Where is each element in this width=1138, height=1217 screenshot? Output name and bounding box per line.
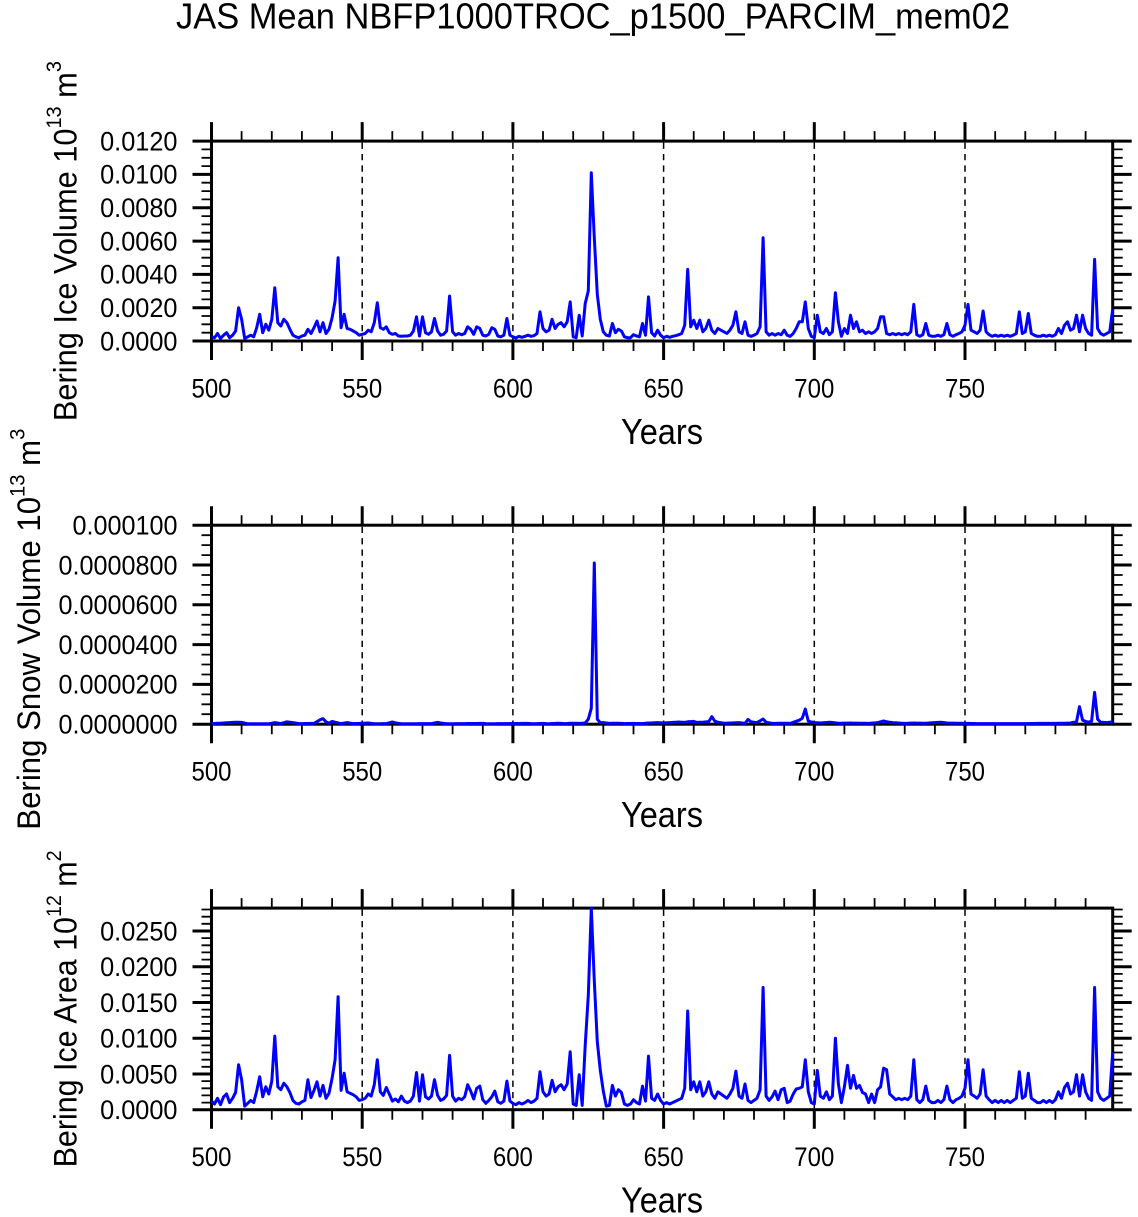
svg-text:600: 600 [493,1142,533,1172]
svg-text:0.0020: 0.0020 [100,293,177,323]
svg-text:500: 500 [192,757,232,787]
svg-text:0.0250: 0.0250 [100,916,177,946]
svg-text:0.0100: 0.0100 [100,160,177,190]
svg-text:650: 650 [644,374,684,404]
svg-text:0.0200: 0.0200 [100,952,177,982]
svg-text:750: 750 [945,374,985,404]
svg-text:700: 700 [794,757,834,787]
svg-text:0.0040: 0.0040 [100,260,177,290]
svg-text:0.000100: 0.000100 [73,511,178,541]
svg-text:500: 500 [192,374,232,404]
svg-text:0.0120: 0.0120 [100,126,177,156]
svg-text:750: 750 [945,757,985,787]
svg-text:0.0000200: 0.0000200 [59,670,178,700]
svg-text:0.0000800: 0.0000800 [59,550,178,580]
svg-text:0.0050: 0.0050 [100,1059,177,1089]
svg-text:Years: Years [621,1180,703,1217]
svg-text:JAS Mean NBFP1000TROC_p1500_PA: JAS Mean NBFP1000TROC_p1500_PARCIM_mem02 [176,0,1010,37]
svg-text:0.0000: 0.0000 [100,1095,177,1125]
svg-text:750: 750 [945,1142,985,1172]
svg-text:650: 650 [644,757,684,787]
svg-text:550: 550 [342,374,382,404]
svg-text:700: 700 [794,1142,834,1172]
svg-text:500: 500 [192,1142,232,1172]
svg-text:0.0000400: 0.0000400 [59,630,178,660]
svg-text:550: 550 [342,757,382,787]
svg-text:0.0080: 0.0080 [100,193,177,223]
svg-text:650: 650 [644,1142,684,1172]
svg-text:0.0000000: 0.0000000 [59,710,178,740]
svg-text:0.0000600: 0.0000600 [59,590,178,620]
svg-text:600: 600 [493,757,533,787]
svg-text:550: 550 [342,1142,382,1172]
svg-text:Years: Years [621,411,703,452]
svg-text:700: 700 [794,374,834,404]
svg-text:600: 600 [493,374,533,404]
svg-text:0.0000: 0.0000 [100,326,177,356]
svg-text:Years: Years [621,794,703,835]
svg-text:0.0100: 0.0100 [100,1024,177,1054]
svg-text:0.0060: 0.0060 [100,226,177,256]
svg-text:0.0150: 0.0150 [100,988,177,1018]
